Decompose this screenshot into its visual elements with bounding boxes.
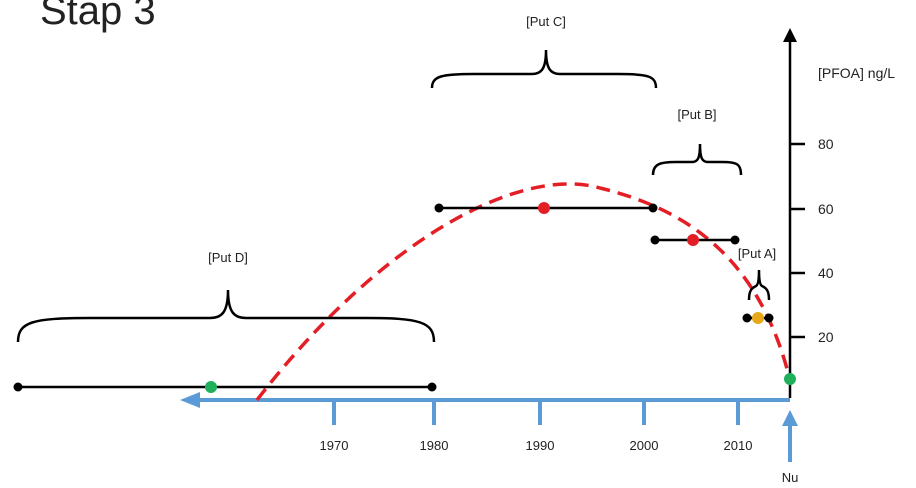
label-put-c: [Put C]	[526, 14, 566, 29]
y-tick-label-60: 60	[818, 201, 834, 217]
point-put-b	[687, 234, 699, 246]
segment-put-d-end	[427, 382, 437, 392]
x-tick-label-2000: 2000	[630, 438, 659, 453]
slide-title: Stap 3	[40, 0, 156, 33]
segment-put-d	[13, 382, 437, 392]
y-tick-label-40: 40	[818, 265, 834, 281]
time-axis-arrowhead	[180, 392, 200, 408]
brace-put-c	[430, 49, 658, 89]
segment-put-a	[742, 313, 774, 323]
y-tick-label-20: 20	[818, 329, 834, 345]
y-axis-label: [PFOA] ng/L	[818, 65, 895, 81]
segment-put-c-end	[648, 203, 658, 213]
y-axis-arrowhead	[783, 28, 797, 42]
x-tick-label-1970: 1970	[320, 438, 349, 453]
pfoa-trend-curve	[255, 182, 792, 402]
point-put-a	[752, 312, 764, 324]
label-put-d: [Put D]	[208, 250, 248, 265]
label-put-b: [Put B]	[677, 107, 716, 122]
now-arrow-arrowhead	[782, 410, 798, 426]
segment-put-b-end	[730, 235, 740, 245]
segment-put-a-start	[742, 313, 752, 323]
x-tick-label-1980: 1980	[420, 438, 449, 453]
x-tick-label-2010: 2010	[724, 438, 753, 453]
segment-put-a-end	[764, 313, 774, 323]
label-put-a: [Put A]	[738, 246, 776, 261]
segment-put-d-start	[13, 382, 23, 392]
x-tick-label-1990: 1990	[526, 438, 555, 453]
segment-put-b-start	[650, 235, 660, 245]
now-label: Nu	[782, 470, 799, 485]
y-tick-label-80: 80	[818, 136, 834, 152]
point-put-d	[205, 381, 217, 393]
point-put-c	[538, 202, 550, 214]
brace-put-d	[16, 289, 436, 343]
point-now	[784, 373, 796, 385]
brace-put-a	[747, 269, 771, 301]
brace-put-b	[651, 143, 743, 176]
segment-put-c-start	[434, 203, 444, 213]
